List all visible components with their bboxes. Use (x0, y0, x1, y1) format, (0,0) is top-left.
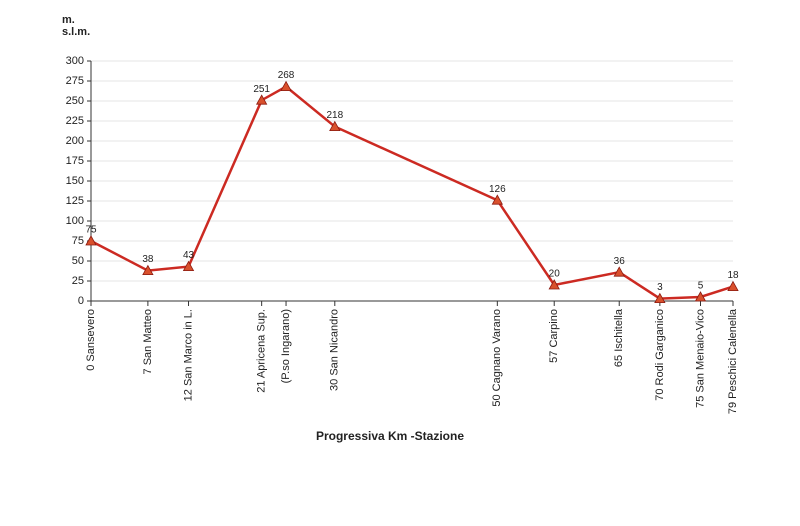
y-tick-label: 0 (78, 295, 84, 307)
marker (329, 120, 341, 131)
y-tick-label: 175 (66, 155, 84, 167)
x-tick-label: 21 Apricena Sup. (256, 309, 268, 393)
x-tick-label: 75 San Menaio-Vico (694, 309, 706, 408)
marker (85, 235, 97, 246)
marker (491, 194, 504, 205)
data-label: 5 (698, 281, 704, 292)
x-tick-label: 30 San Nicandro (329, 309, 341, 391)
x-tick-label: 79 Peschici Calenella (727, 308, 739, 414)
y-tick-label: 25 (72, 275, 84, 287)
data-label: 20 (549, 269, 561, 280)
data-label: 18 (727, 270, 739, 281)
y-tick-label: 150 (66, 175, 84, 187)
y-tick-label: 100 (66, 215, 84, 227)
y-tick-label: 50 (72, 255, 84, 267)
marker (548, 279, 560, 290)
line (90, 85, 734, 300)
y-tick-label: 300 (66, 55, 84, 67)
data-label: 126 (489, 184, 506, 195)
y-axis-title: s.l.m. (62, 26, 90, 38)
x-tick-label: (P.so Ingarano) (280, 309, 292, 383)
marker (255, 94, 268, 105)
data-label: 75 (85, 225, 97, 236)
data-label: 251 (253, 84, 270, 95)
y-tick-label: 75 (72, 235, 84, 247)
data-label: 43 (183, 250, 195, 261)
data-label: 3 (657, 282, 663, 293)
marker (727, 280, 739, 291)
y-tick-label: 225 (66, 115, 84, 127)
marker (613, 266, 625, 277)
marker (280, 80, 292, 91)
x-tick-label: 7 San Matteo (142, 309, 154, 374)
x-tick-label: 70 Rodi Garganico (654, 309, 666, 401)
marker (694, 291, 707, 302)
data-label: 38 (142, 254, 154, 265)
y-tick-label: 200 (66, 135, 84, 147)
data-label: 268 (278, 70, 295, 81)
marker (142, 264, 154, 275)
y-tick-label: 275 (66, 75, 84, 87)
x-tick-label: 50 Cagnano Varano (491, 309, 503, 407)
marker (182, 260, 195, 271)
y-tick-label: 250 (66, 95, 84, 107)
x-tick-label: 12 San Marco in L. (182, 309, 194, 401)
x-tick-label: 57 Carpino (548, 309, 560, 363)
x-axis-title: Progressiva Km -Stazione (316, 429, 464, 443)
data-label: 218 (326, 110, 343, 121)
data-label: 36 (614, 256, 626, 267)
x-tick-label: 0 Sansevero (85, 309, 97, 371)
x-tick-label: 65 Ischitella (613, 308, 625, 367)
y-axis-title: m. (62, 14, 75, 26)
y-tick-label: 125 (66, 195, 84, 207)
marker (654, 292, 666, 303)
